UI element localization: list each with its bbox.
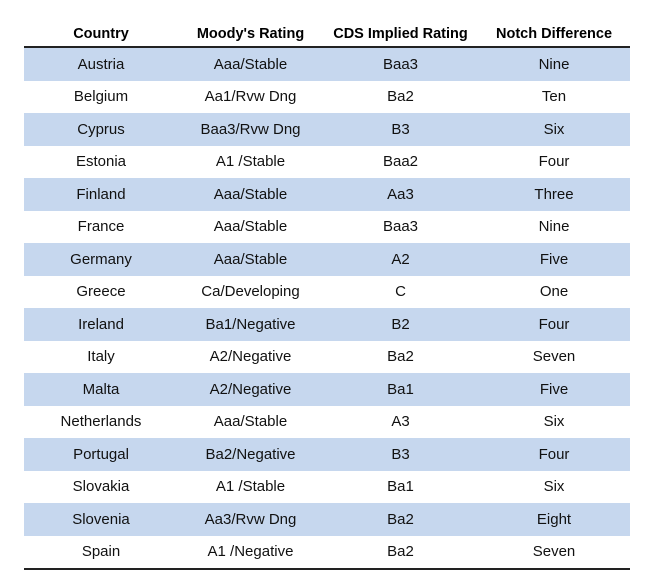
table-row: Estonia A1 /Stable Baa2 Four xyxy=(24,146,630,179)
cell-notch-difference: Six xyxy=(543,413,565,431)
cell-notch-difference: Nine xyxy=(538,55,570,73)
cell-moodys-rating: Ba2/Negative xyxy=(205,445,296,463)
cell-moodys-rating: A2/Negative xyxy=(209,380,292,398)
cell-notch-difference: Seven xyxy=(532,543,576,561)
header-moodys-rating: Moody's Rating xyxy=(196,26,305,42)
cell-moodys-rating: Aaa/Stable xyxy=(213,185,288,203)
cell-country: Slovakia xyxy=(72,478,130,496)
cell-notch-difference: Five xyxy=(539,380,569,398)
cell-cds-implied-rating: B3 xyxy=(391,445,410,463)
cell-country: Finland xyxy=(76,185,126,203)
cell-country: Netherlands xyxy=(60,413,142,431)
cell-notch-difference: Four xyxy=(538,153,570,171)
cell-notch-difference: Three xyxy=(534,185,574,203)
cell-moodys-rating: Aa3/Rvw Dng xyxy=(204,510,297,528)
cell-moodys-rating: Aa1/Rvw Dng xyxy=(204,88,297,106)
cell-cds-implied-rating: Ba2 xyxy=(387,543,414,561)
cell-country: Germany xyxy=(70,250,132,268)
cell-cds-implied-rating: A3 xyxy=(391,413,410,431)
table-row: Slovenia Aa3/Rvw Dng Ba2 Eight xyxy=(24,503,630,536)
table-row: Austria Aaa/Stable Baa3 Nine xyxy=(24,48,630,81)
cell-country: France xyxy=(77,218,125,236)
cell-moodys-rating: Ca/Developing xyxy=(201,283,300,301)
cell-country: Slovenia xyxy=(72,510,130,528)
table-row: Germany Aaa/Stable A2 Five xyxy=(24,243,630,276)
cell-country: Italy xyxy=(87,348,115,366)
cell-notch-difference: One xyxy=(539,283,569,301)
cell-cds-implied-rating: Ba2 xyxy=(387,348,414,366)
ratings-table: Country Moody's Rating CDS Implied Ratin… xyxy=(24,22,630,570)
table-body: Austria Aaa/Stable Baa3 Nine Belgium Aa1/Rvw … xyxy=(24,48,630,568)
cell-cds-implied-rating: C xyxy=(395,283,406,301)
table-bottom-rule xyxy=(24,568,630,570)
cell-moodys-rating: Ba1/Negative xyxy=(205,315,296,333)
cell-moodys-rating: A1 /Stable xyxy=(215,153,286,171)
cell-notch-difference: Six xyxy=(543,478,565,496)
cell-country: Portugal xyxy=(73,445,129,463)
cell-country: Estonia xyxy=(75,153,127,171)
cell-country: Austria xyxy=(77,55,125,73)
header-country: Country xyxy=(73,26,129,42)
cell-moodys-rating: A2/Negative xyxy=(209,348,292,366)
cell-cds-implied-rating: Ba1 xyxy=(387,478,414,496)
cell-cds-implied-rating: Ba2 xyxy=(387,88,414,106)
cell-cds-implied-rating: A2 xyxy=(391,250,410,268)
cell-country: Ireland xyxy=(78,315,124,333)
table-row: Malta A2/Negative Ba1 Five xyxy=(24,373,630,406)
table-row: Ireland Ba1/Negative B2 Four xyxy=(24,308,630,341)
cell-cds-implied-rating: Ba2 xyxy=(387,510,414,528)
table-header-row: Country Moody's Rating CDS Implied Ratin… xyxy=(24,22,630,48)
cell-notch-difference: Nine xyxy=(538,218,570,236)
cell-notch-difference: Eight xyxy=(536,510,572,528)
cell-moodys-rating: Aaa/Stable xyxy=(213,218,288,236)
table-row: Cyprus Baa3/Rvw Dng B3 Six xyxy=(24,113,630,146)
cell-notch-difference: Seven xyxy=(532,348,576,366)
cell-cds-implied-rating: Ba1 xyxy=(387,380,414,398)
cell-country: Spain xyxy=(81,543,121,561)
table-row: Belgium Aa1/Rvw Dng Ba2 Ten xyxy=(24,81,630,114)
cell-country: Cyprus xyxy=(77,120,125,138)
table-row: Netherlands Aaa/Stable A3 Six xyxy=(24,406,630,439)
table-row: Greece Ca/Developing C One xyxy=(24,276,630,309)
table-row: Italy A2/Negative Ba2 Seven xyxy=(24,341,630,374)
table-row: Spain A1 /Negative Ba2 Seven xyxy=(24,536,630,569)
cell-notch-difference: Six xyxy=(543,120,565,138)
cell-moodys-rating: A1 /Stable xyxy=(215,478,286,496)
cell-moodys-rating: Aaa/Stable xyxy=(213,55,288,73)
cell-moodys-rating: Baa3/Rvw Dng xyxy=(200,120,301,138)
cell-cds-implied-rating: B3 xyxy=(391,120,410,138)
cell-notch-difference: Five xyxy=(539,250,569,268)
cell-country: Greece xyxy=(76,283,126,301)
cell-moodys-rating: A1 /Negative xyxy=(207,543,294,561)
cell-cds-implied-rating: Baa3 xyxy=(382,218,419,236)
cell-moodys-rating: Aaa/Stable xyxy=(213,413,288,431)
cell-notch-difference: Four xyxy=(538,315,570,333)
cell-cds-implied-rating: Baa3 xyxy=(382,55,419,73)
cell-cds-implied-rating: Aa3 xyxy=(387,185,414,203)
header-cds-implied-rating: CDS Implied Rating xyxy=(333,26,468,42)
cell-moodys-rating: Aaa/Stable xyxy=(213,250,288,268)
table-row: Finland Aaa/Stable Aa3 Three xyxy=(24,178,630,211)
cell-country: Belgium xyxy=(73,88,129,106)
table-row: Slovakia A1 /Stable Ba1 Six xyxy=(24,471,630,504)
cell-cds-implied-rating: Baa2 xyxy=(382,153,419,171)
cell-notch-difference: Ten xyxy=(541,88,567,106)
cell-country: Malta xyxy=(82,380,120,398)
cell-notch-difference: Four xyxy=(538,445,570,463)
header-notch-difference: Notch Difference xyxy=(495,26,613,42)
cell-cds-implied-rating: B2 xyxy=(391,315,410,333)
table-row: Portugal Ba2/Negative B3 Four xyxy=(24,438,630,471)
table-row: France Aaa/Stable Baa3 Nine xyxy=(24,211,630,244)
